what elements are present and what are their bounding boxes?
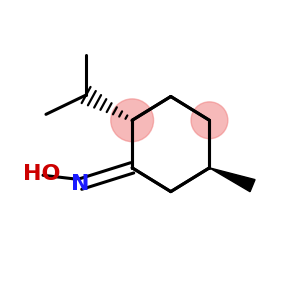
Polygon shape xyxy=(209,168,255,192)
Circle shape xyxy=(191,102,228,139)
Circle shape xyxy=(111,99,154,142)
Text: HO: HO xyxy=(23,164,60,184)
Text: N: N xyxy=(71,174,89,194)
